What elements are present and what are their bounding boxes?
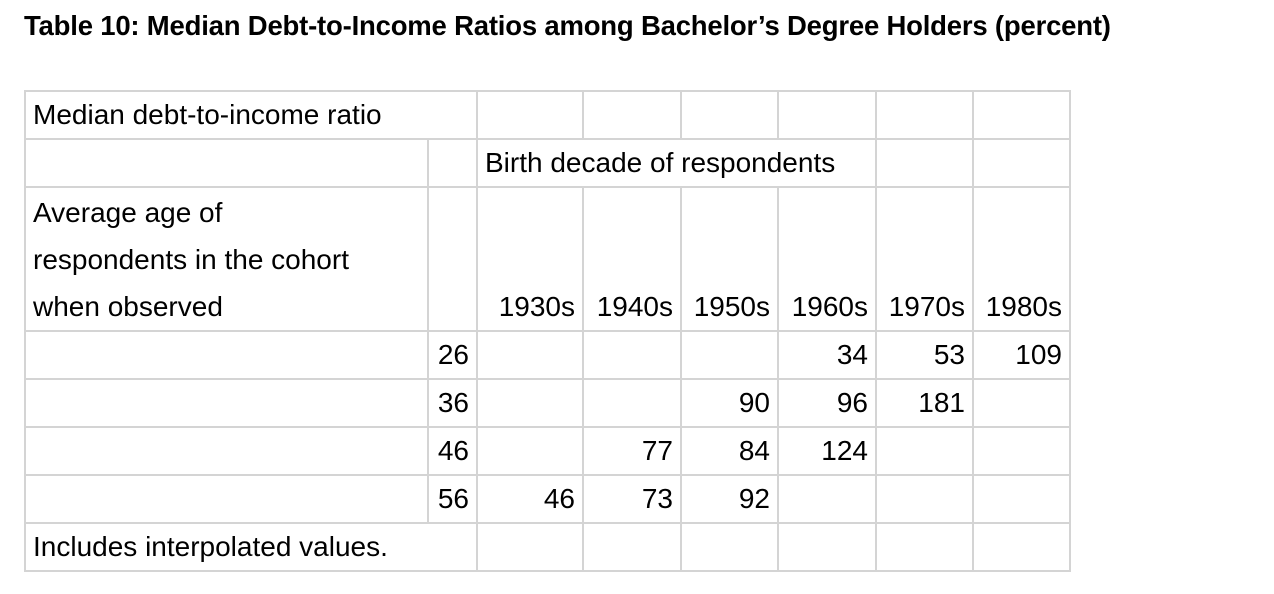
table-cell	[974, 380, 1071, 428]
age-axis-label: Average age of respondents in the cohort…	[26, 188, 429, 332]
table-cell: 73	[584, 476, 682, 524]
empty-cell	[26, 476, 429, 524]
empty-cell	[429, 92, 478, 140]
table-cell: 124	[779, 428, 877, 476]
empty-cell	[26, 140, 429, 188]
empty-cell	[478, 92, 584, 140]
table-cell: 181	[877, 380, 974, 428]
table-cell	[584, 332, 682, 380]
empty-cell	[682, 92, 779, 140]
table-cell	[478, 428, 584, 476]
empty-cell	[974, 92, 1071, 140]
empty-cell	[478, 524, 584, 572]
empty-cell	[26, 380, 429, 428]
table-cell: 77	[584, 428, 682, 476]
empty-cell	[429, 188, 478, 332]
decade-header: 1950s	[682, 188, 779, 332]
table-cell: 53	[877, 332, 974, 380]
table-cell	[779, 476, 877, 524]
table-cell	[478, 380, 584, 428]
age-label-line: Average age of	[33, 197, 223, 228]
table-cell: 34	[779, 332, 877, 380]
empty-cell	[974, 140, 1071, 188]
empty-cell	[682, 524, 779, 572]
birth-decade-label: Birth decade of respondents	[478, 140, 835, 188]
empty-cell	[584, 92, 682, 140]
empty-cell	[26, 428, 429, 476]
age-label-line: respondents in the cohort	[33, 244, 349, 275]
empty-cell	[584, 524, 682, 572]
age-label-line: when observed	[33, 291, 223, 322]
table-cell: 96	[779, 380, 877, 428]
decade-header: 1930s	[478, 188, 584, 332]
decade-header: 1960s	[779, 188, 877, 332]
decade-header: 1980s	[974, 188, 1071, 332]
empty-cell	[26, 332, 429, 380]
empty-cell	[877, 524, 974, 572]
table-cell: 109	[974, 332, 1071, 380]
empty-cell	[779, 524, 877, 572]
table-cell: 90	[682, 380, 779, 428]
empty-cell	[429, 524, 478, 572]
empty-cell	[682, 140, 779, 188]
age-value: 36	[429, 380, 478, 428]
empty-cell	[779, 140, 877, 188]
empty-cell	[584, 140, 682, 188]
age-value: 46	[429, 428, 478, 476]
table-cell	[682, 332, 779, 380]
decade-header: 1970s	[877, 188, 974, 332]
age-value: 56	[429, 476, 478, 524]
table-cell	[877, 428, 974, 476]
empty-cell	[877, 92, 974, 140]
table-cell	[974, 476, 1071, 524]
table-cell: 92	[682, 476, 779, 524]
table-cell	[584, 380, 682, 428]
empty-cell	[974, 524, 1071, 572]
table-cell	[478, 332, 584, 380]
table-cell	[877, 476, 974, 524]
page-title: Table 10: Median Debt-to-Income Ratios a…	[24, 10, 1111, 41]
table-cell: 84	[682, 428, 779, 476]
table-cell	[974, 428, 1071, 476]
table-cell: 46	[478, 476, 584, 524]
debt-ratio-table: Median debt-to-income ratio Birth decade…	[24, 90, 1071, 572]
empty-cell	[877, 140, 974, 188]
empty-cell	[429, 140, 478, 188]
age-value: 26	[429, 332, 478, 380]
footnote: Includes interpolated values.	[26, 524, 429, 572]
decade-header: 1940s	[584, 188, 682, 332]
empty-cell	[779, 92, 877, 140]
table-header-label: Median debt-to-income ratio	[26, 92, 429, 140]
